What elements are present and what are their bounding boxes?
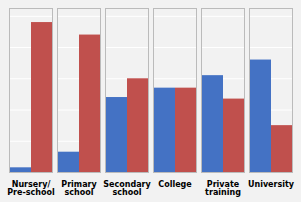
svg-text:Primaryschool: Primaryschool — [61, 180, 97, 197]
svg-text:College: College — [158, 180, 192, 189]
svg-text:Nursery/Pre-school: Nursery/Pre-school — [7, 180, 55, 197]
svg-text:University: University — [248, 180, 295, 189]
svg-text:Secondaryschool: Secondaryschool — [103, 180, 151, 197]
svg-text:Privatetraining: Privatetraining — [205, 180, 241, 197]
